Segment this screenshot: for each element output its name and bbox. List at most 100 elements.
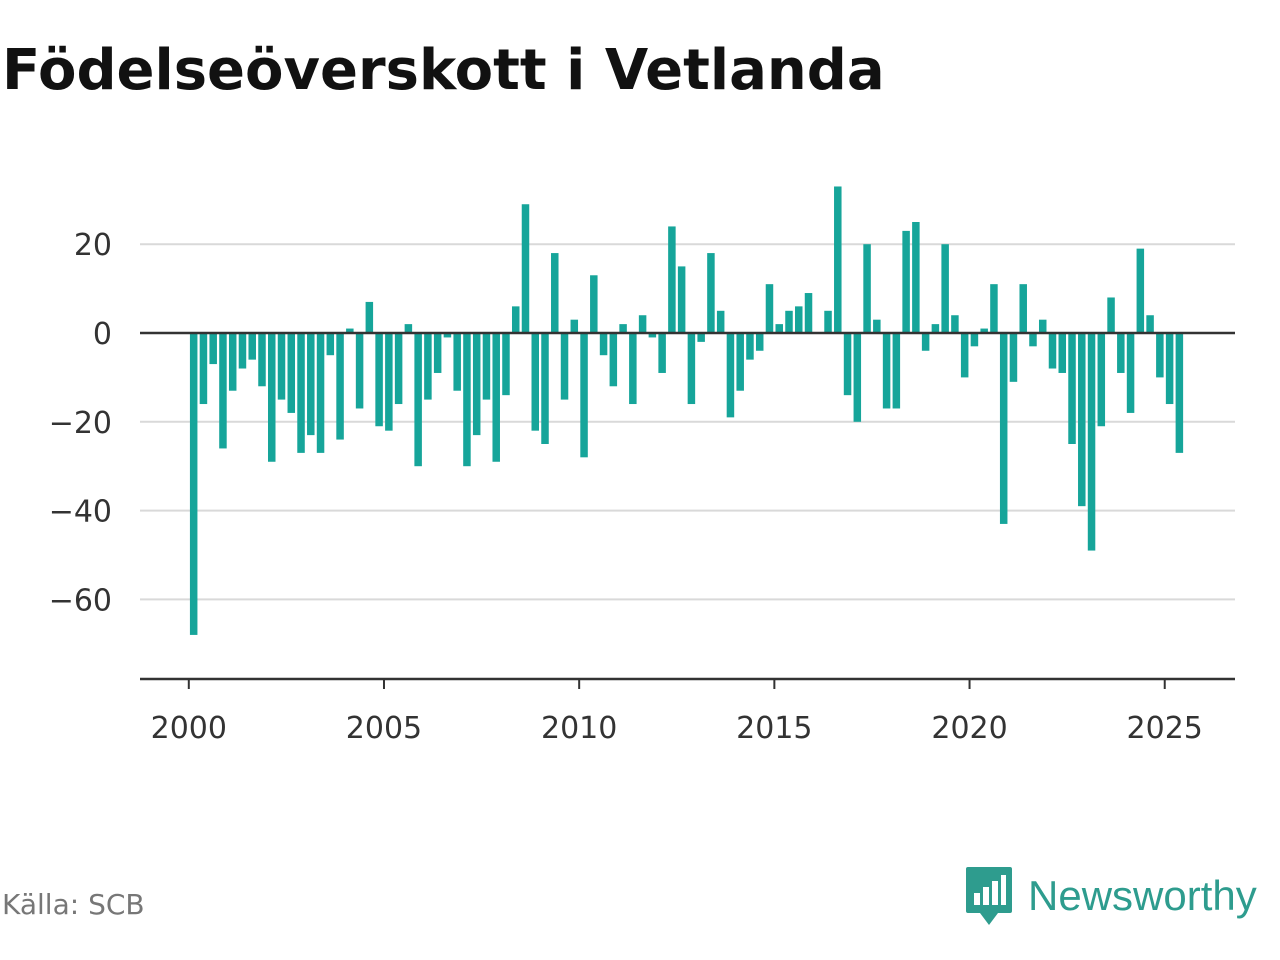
bar bbox=[658, 333, 666, 373]
bar bbox=[521, 204, 530, 333]
bar bbox=[472, 333, 481, 436]
bar bbox=[1136, 248, 1145, 333]
bar bbox=[492, 333, 500, 462]
bar bbox=[541, 333, 549, 444]
bar bbox=[482, 333, 491, 400]
bar bbox=[502, 333, 510, 396]
x-tick-label: 2020 bbox=[931, 711, 1007, 746]
bar bbox=[209, 333, 217, 365]
x-tick-label: 2005 bbox=[346, 711, 422, 746]
bar bbox=[785, 310, 793, 333]
bar bbox=[414, 333, 422, 467]
bar bbox=[404, 324, 413, 333]
bar bbox=[912, 222, 920, 333]
bar bbox=[931, 324, 940, 333]
bar bbox=[843, 333, 852, 396]
bar bbox=[355, 333, 364, 409]
bar bbox=[228, 333, 237, 391]
bar bbox=[716, 310, 725, 333]
bar-series bbox=[189, 186, 1184, 635]
bar bbox=[853, 333, 862, 422]
y-tick-label: −60 bbox=[49, 583, 112, 618]
bar bbox=[1175, 333, 1184, 453]
bar bbox=[863, 244, 871, 333]
bar bbox=[755, 333, 764, 351]
bar bbox=[599, 333, 608, 356]
bar bbox=[326, 333, 335, 356]
bar bbox=[736, 333, 744, 391]
bar bbox=[1019, 284, 1027, 333]
newsworthy-logo-icon bbox=[966, 867, 1012, 925]
bar bbox=[980, 328, 988, 333]
bar bbox=[726, 333, 735, 418]
y-tick-label: −40 bbox=[49, 495, 112, 530]
bar bbox=[1097, 333, 1106, 427]
bar bbox=[824, 310, 832, 333]
bar bbox=[560, 333, 569, 400]
bar bbox=[248, 333, 256, 360]
bar bbox=[1038, 319, 1047, 333]
bar bbox=[970, 333, 979, 347]
bar bbox=[999, 333, 1008, 524]
bar bbox=[834, 186, 842, 333]
bar bbox=[443, 333, 452, 338]
bar bbox=[775, 324, 783, 333]
bar bbox=[1009, 333, 1018, 382]
x-tick-label: 2010 bbox=[541, 711, 617, 746]
chart-title: Födelseöverskott i Vetlanda bbox=[2, 38, 885, 103]
bar bbox=[1126, 333, 1135, 413]
bar bbox=[629, 333, 637, 405]
brand-logo[interactable]: Newsworthy bbox=[964, 864, 1257, 928]
bar bbox=[551, 253, 559, 333]
bar bbox=[287, 333, 296, 413]
bar bbox=[1146, 315, 1154, 333]
bar bbox=[960, 333, 969, 378]
bar bbox=[307, 333, 315, 436]
bar bbox=[746, 333, 754, 360]
bar bbox=[1165, 333, 1174, 405]
bar bbox=[1117, 333, 1125, 373]
bar bbox=[697, 333, 705, 342]
bar bbox=[892, 333, 901, 409]
bar bbox=[316, 333, 325, 453]
bar bbox=[804, 293, 813, 333]
bar bbox=[199, 333, 208, 405]
bar bbox=[1029, 333, 1037, 347]
bar bbox=[531, 333, 539, 431]
bar bbox=[580, 333, 588, 458]
bar bbox=[902, 230, 910, 333]
bar bbox=[873, 319, 881, 333]
y-tick-label: −20 bbox=[49, 406, 112, 441]
bar bbox=[336, 333, 344, 440]
x-tick-label: 2015 bbox=[736, 711, 812, 746]
bar bbox=[463, 333, 471, 467]
y-axis: 20 0 −20 −40 −60 bbox=[49, 228, 1235, 618]
bar bbox=[277, 333, 286, 400]
bar bbox=[238, 333, 247, 369]
bar bbox=[951, 315, 959, 333]
bar bbox=[648, 333, 657, 338]
bar bbox=[1156, 333, 1164, 378]
bar bbox=[609, 333, 618, 387]
bar bbox=[638, 315, 647, 333]
bar bbox=[677, 266, 686, 333]
bar bbox=[570, 319, 579, 333]
bar bbox=[365, 301, 374, 333]
bar bbox=[346, 328, 354, 333]
source-label: Källa: SCB bbox=[2, 888, 145, 921]
bar bbox=[1058, 333, 1067, 373]
bar bbox=[941, 244, 949, 333]
bar bbox=[424, 333, 432, 400]
bar bbox=[795, 306, 803, 333]
bar bbox=[268, 333, 276, 462]
bar bbox=[453, 333, 461, 391]
bar bbox=[990, 284, 998, 333]
bar bbox=[921, 333, 930, 351]
bar bbox=[433, 333, 442, 373]
bar bbox=[590, 275, 598, 333]
bar bbox=[385, 333, 393, 431]
bar bbox=[882, 333, 891, 409]
bar bbox=[511, 306, 520, 333]
bar bbox=[1107, 297, 1115, 333]
